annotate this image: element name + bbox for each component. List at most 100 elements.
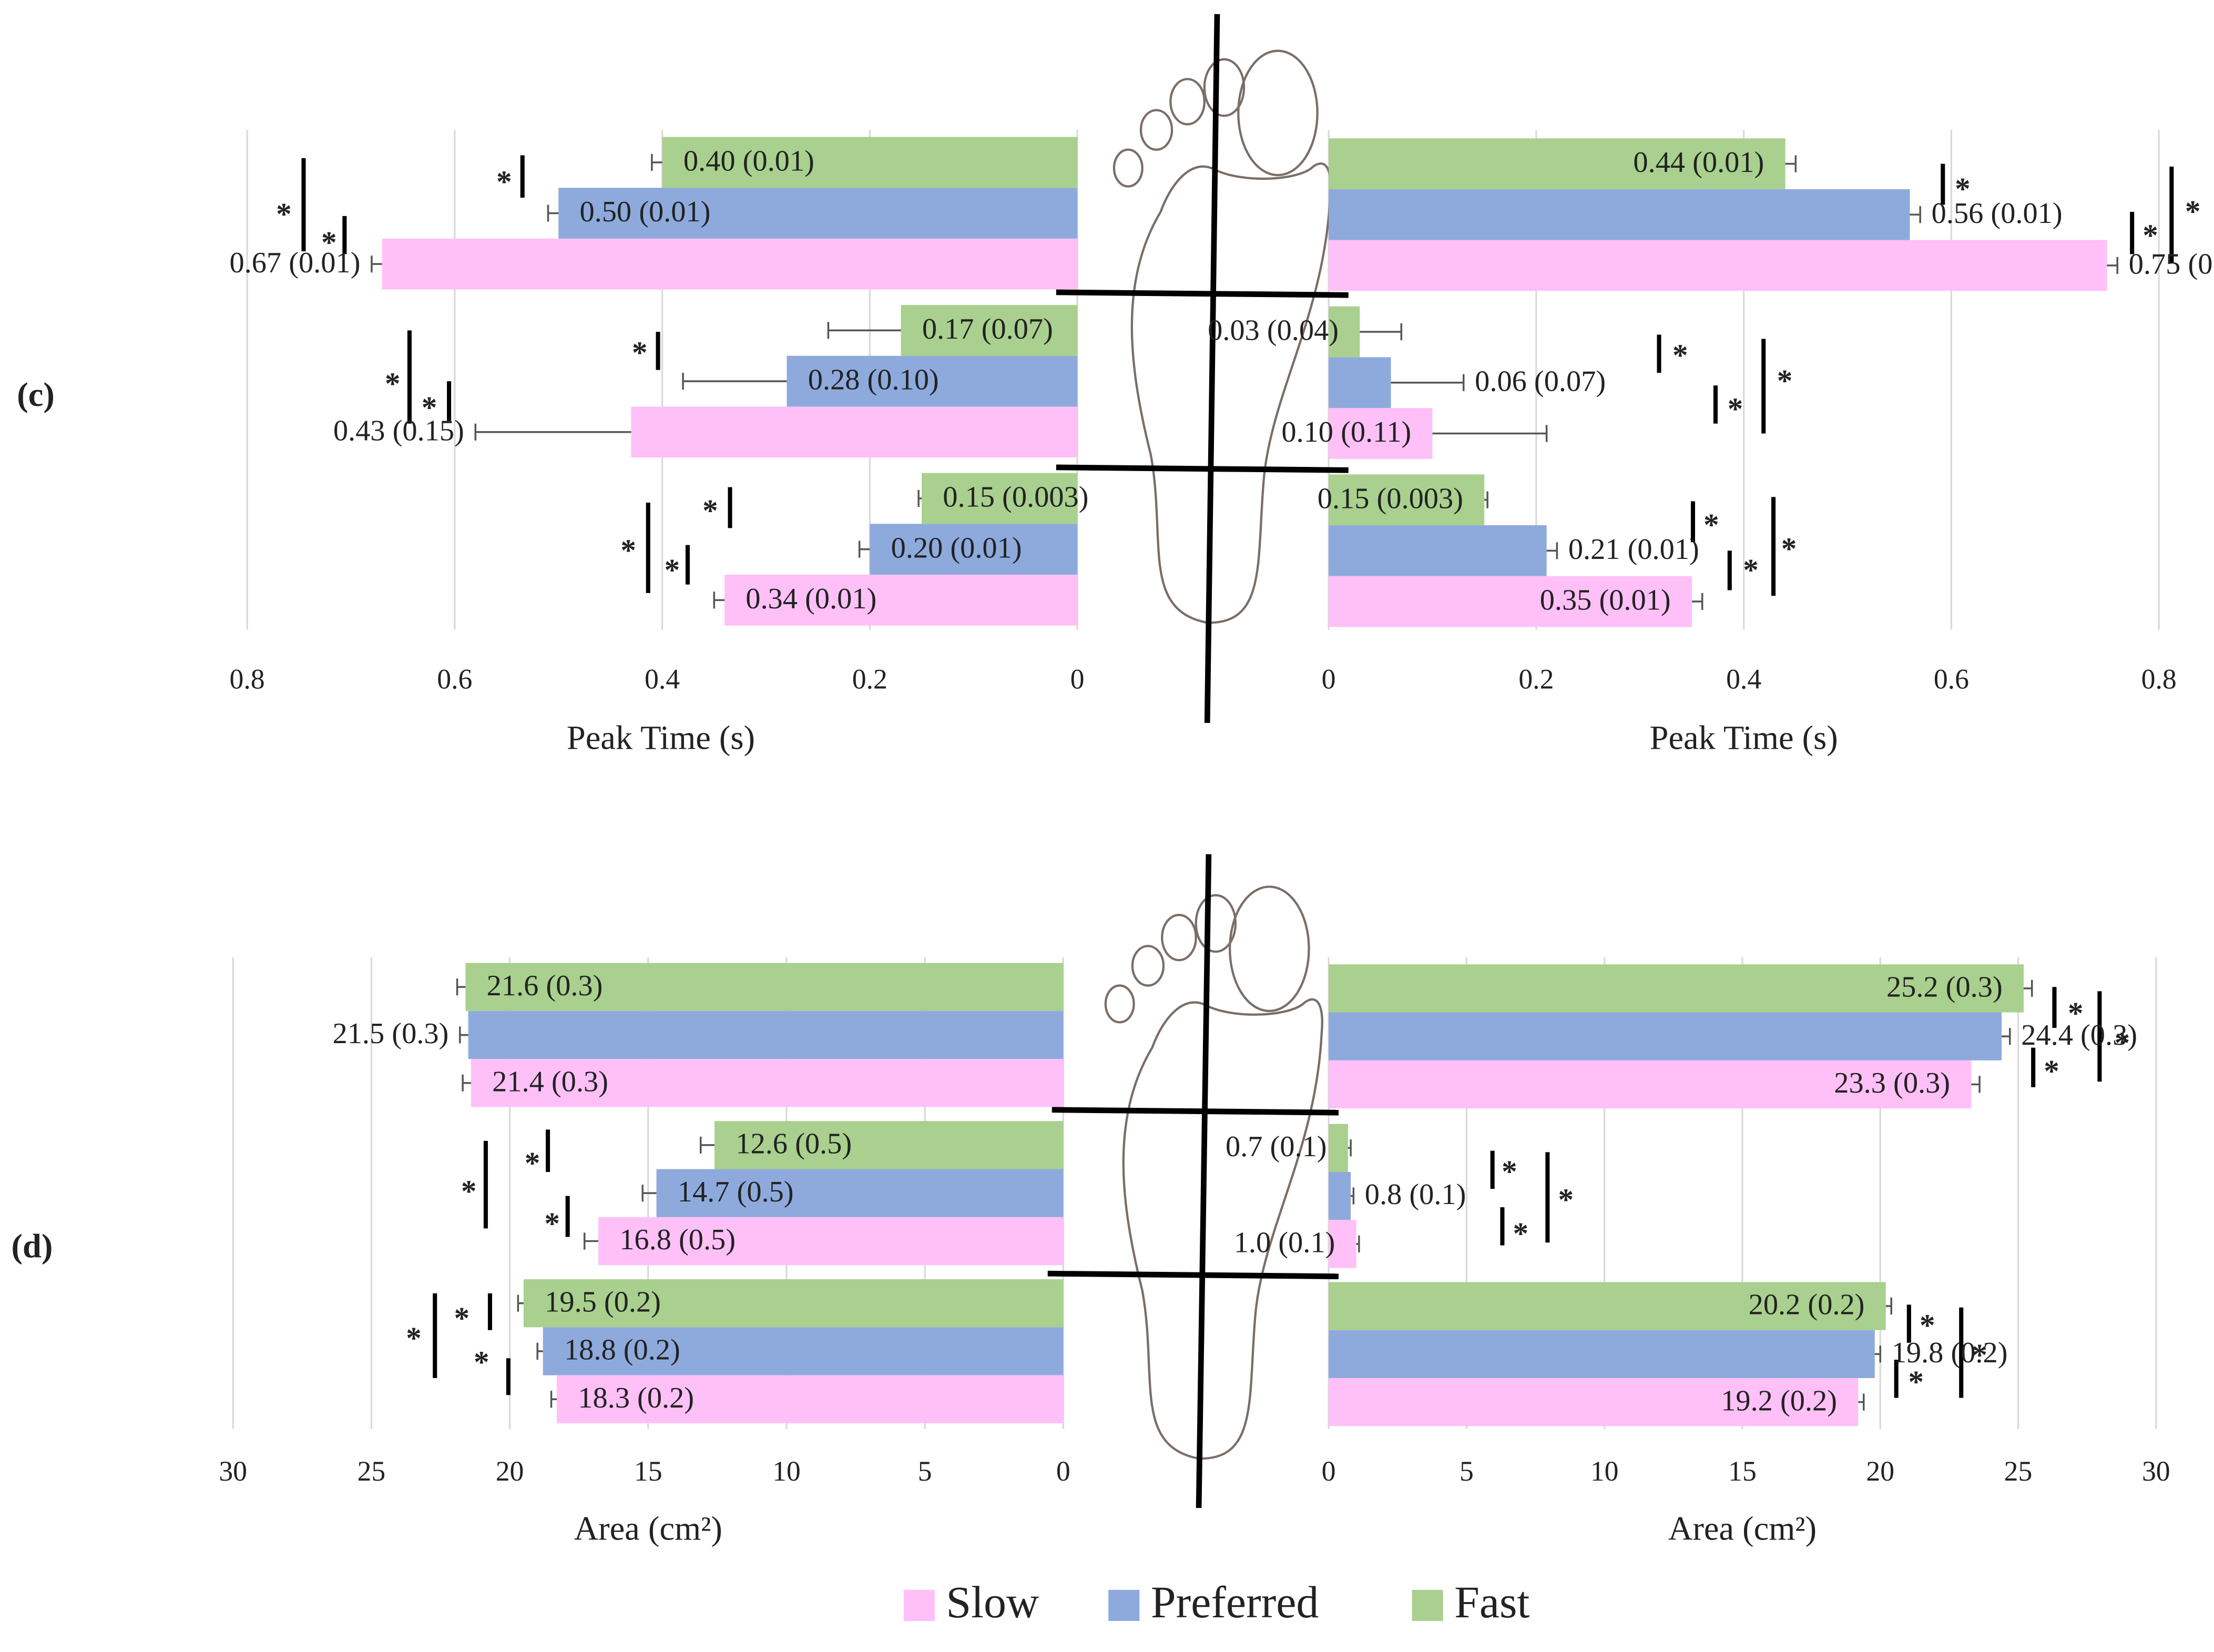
x-tick-label: 0 — [1056, 1455, 1070, 1487]
x-tick-label: 15 — [1728, 1455, 1757, 1487]
x-tick-label: 0 — [1322, 1455, 1336, 1487]
bar — [1329, 964, 2024, 1013]
error-bar — [456, 978, 466, 996]
bar — [1329, 1220, 1356, 1268]
x-tick-label: 10 — [1590, 1455, 1619, 1487]
error-bar — [547, 205, 559, 222]
value-label: 19.8 (0.2) — [1892, 1337, 2008, 1369]
significance-star: * — [525, 1146, 540, 1180]
x-axis-label: Area (cm²) — [574, 1510, 722, 1547]
value-label: 16.8 (0.5) — [619, 1223, 736, 1256]
error-bar — [1874, 1345, 1881, 1363]
bar — [1329, 1124, 1348, 1172]
x-tick-label: 0 — [1070, 663, 1085, 695]
x-tick-label: 0.6 — [437, 663, 472, 695]
bar — [557, 1375, 1064, 1423]
bar — [1329, 306, 1360, 358]
bar — [725, 574, 1078, 626]
x-tick-label: 0.2 — [852, 663, 887, 695]
value-label: 21.4 (0.3) — [492, 1065, 608, 1098]
value-label: 0.34 (0.01) — [746, 583, 876, 615]
value-label: 0.03 (0.04) — [1208, 314, 1339, 347]
error-bar — [917, 490, 922, 507]
significance-star: * — [632, 335, 648, 370]
bar — [1329, 1171, 1351, 1220]
bar — [1329, 189, 1910, 240]
error-bar — [1785, 155, 1797, 172]
error-bar — [474, 423, 631, 441]
significance-star: * — [1703, 507, 1719, 542]
value-label: 12.6 (0.5) — [736, 1128, 852, 1160]
significance-star: * — [1972, 1338, 1987, 1372]
bar — [1329, 576, 1692, 627]
bar — [870, 524, 1078, 575]
x-tick-label: 20 — [1866, 1455, 1894, 1487]
error-bar — [651, 154, 662, 171]
error-bar — [1391, 374, 1465, 391]
value-label: 0.10 (0.11) — [1281, 416, 1411, 448]
x-tick-label: 25 — [358, 1455, 386, 1487]
x-tick-label: 0.4 — [1726, 663, 1761, 695]
error-bar — [1432, 425, 1548, 442]
significance-star: * — [665, 553, 680, 587]
error-bar — [583, 1232, 598, 1250]
bar — [1329, 240, 2107, 291]
legend-swatch — [903, 1589, 935, 1621]
significance-star: * — [496, 164, 512, 199]
error-bar — [641, 1185, 657, 1202]
error-bar — [536, 1342, 543, 1360]
significance-star: * — [1781, 532, 1797, 566]
x-tick-label: 0.8 — [2141, 663, 2177, 695]
bar — [1329, 408, 1433, 459]
legend-label: Preferred — [1151, 1577, 1319, 1627]
bar — [787, 355, 1078, 407]
bar — [1329, 474, 1485, 525]
value-label: 18.3 (0.2) — [578, 1382, 694, 1414]
significance-star: * — [620, 533, 636, 567]
error-bar — [858, 541, 870, 558]
value-label: 0.40 (0.01) — [683, 145, 814, 177]
bar — [1329, 525, 1547, 576]
grid — [232, 130, 2160, 1429]
error-bar — [2107, 257, 2118, 274]
significance-star: * — [1558, 1182, 1574, 1217]
value-label: 0.17 (0.07) — [922, 313, 1053, 345]
x-tick-label: 5 — [918, 1455, 932, 1487]
x-tick-label: 30 — [2142, 1455, 2170, 1487]
error-bar — [713, 592, 725, 609]
error-bar — [1971, 1076, 1981, 1093]
bar — [1329, 1330, 1875, 1379]
error-bar — [517, 1294, 524, 1312]
x-tick-label: 20 — [496, 1455, 524, 1487]
bar — [465, 963, 1064, 1011]
significance-star: * — [2142, 218, 2158, 252]
x-axis-label: Area (cm²) — [1668, 1510, 1817, 1547]
error-bar — [462, 1074, 471, 1092]
value-label: 0.44 (0.01) — [1633, 146, 1764, 179]
bar — [1329, 1060, 1972, 1109]
bar — [382, 238, 1078, 290]
error-bar — [1348, 1139, 1352, 1157]
error-bar — [1484, 491, 1488, 508]
error-bar — [459, 1026, 468, 1044]
legend-label: Slow — [946, 1577, 1039, 1627]
value-label: 20.2 (0.2) — [1749, 1289, 1865, 1321]
error-bar — [1910, 206, 1921, 223]
bar — [656, 1169, 1064, 1217]
foot-outline — [1113, 49, 1332, 624]
significance-star: * — [1909, 1364, 1924, 1399]
foot-diagrams — [1106, 49, 1332, 1459]
value-label: 19.5 (0.2) — [545, 1286, 661, 1318]
bar — [468, 1011, 1064, 1059]
labels: 0 0.2 0.4 0.6 0.8 Peak Time (s) (c) 0.40 (0.01)… — [12, 145, 2214, 1627]
value-label: 0.35 (0.01) — [1540, 584, 1671, 617]
error-bar — [1546, 542, 1558, 559]
value-label: 0.06 (0.07) — [1475, 365, 1606, 397]
significance-star: * — [385, 366, 401, 401]
bar — [901, 305, 1078, 356]
error-bar — [550, 1391, 557, 1408]
value-label: 0.7 (0.1) — [1226, 1130, 1327, 1163]
bar — [558, 188, 1078, 239]
bar — [715, 1121, 1064, 1169]
